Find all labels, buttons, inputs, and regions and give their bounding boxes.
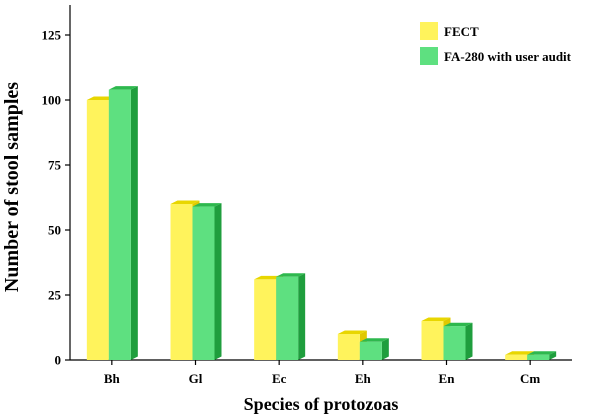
bar-front-fect-bh [86, 100, 109, 360]
y-tick-label-125: 125 [42, 28, 62, 43]
bar-front-fect-ec [254, 279, 277, 360]
bar-fa-280-with-user-audit-bh [108, 86, 138, 360]
axes [69, 5, 572, 361]
bar-front-fa-280-with-user-audit-en [443, 326, 466, 360]
bar-front-fect-eh [337, 334, 360, 360]
y-tick-label-75: 75 [48, 158, 62, 173]
x-tick-label-eh: Eh [355, 371, 372, 386]
bar-top-fect-eh [337, 330, 367, 334]
bar-side-fa-280-with-user-audit-ec [298, 273, 306, 360]
bar-fect-eh [337, 330, 367, 360]
x-tick-label-bh: Bh [104, 371, 121, 386]
legend-swatch-fect [420, 22, 438, 40]
bar-front-fa-280-with-user-audit-ec [276, 276, 299, 360]
bar-top-fa-280-with-user-audit-gl [192, 203, 222, 207]
bar-front-fa-280-with-user-audit-cm [527, 354, 550, 360]
bar-top-fect-bh [86, 96, 116, 100]
bar-front-fa-280-with-user-audit-bh [108, 89, 131, 360]
bars [86, 86, 557, 360]
bar-fa-280-with-user-audit-ec [276, 273, 306, 360]
bar-side-fa-280-with-user-audit-en [465, 322, 473, 360]
legend-swatch-fa-280-with-user-audit [420, 47, 438, 65]
bar-front-fect-cm [505, 354, 528, 360]
y-tick-label-50: 50 [48, 223, 61, 238]
bar-front-fa-280-with-user-audit-eh [359, 341, 382, 360]
y-tick-label-25: 25 [48, 288, 62, 303]
bar-fa-280-with-user-audit-cm [527, 351, 557, 360]
bar-side-fa-280-with-user-audit-cm [549, 351, 557, 360]
x-tick-label-ec: Ec [272, 371, 287, 386]
bar-top-fa-280-with-user-audit-ec [276, 273, 306, 277]
bar-top-fect-en [421, 317, 451, 321]
bar-front-fect-en [421, 321, 444, 360]
bar-front-fa-280-with-user-audit-gl [192, 206, 215, 360]
y-tick-label-100: 100 [42, 93, 62, 108]
bar-front-fect-gl [170, 204, 193, 360]
bar-side-fa-280-with-user-audit-eh [381, 338, 389, 360]
bar-top-fect-gl [170, 200, 200, 204]
bar-fa-280-with-user-audit-eh [359, 338, 389, 360]
bar-side-fa-280-with-user-audit-bh [130, 86, 138, 360]
legend-label-fa-280-with-user-audit: FA-280 with user audit [444, 49, 572, 64]
y-tick-label-0: 0 [55, 353, 62, 368]
bar-top-fa-280-with-user-audit-bh [108, 86, 138, 90]
bar-side-fa-280-with-user-audit-gl [214, 203, 222, 360]
legend-item-fect: FECT [420, 22, 479, 40]
legend: FECT FA-280 with user audit [420, 22, 572, 65]
bar-top-fect-ec [254, 275, 284, 280]
x-tick-label-en: En [439, 371, 456, 386]
legend-label-fect: FECT [444, 24, 479, 39]
bar-top-fa-280-with-user-audit-cm [527, 351, 557, 355]
bar-fa-280-with-user-audit-gl [192, 203, 222, 360]
bar-top-fect-cm [505, 351, 535, 355]
y-axis-title: Number of stool samples [1, 82, 23, 292]
legend-item-fa-280-with-user-audit: FA-280 with user audit [420, 47, 572, 65]
x-axis-title: Species of protozoas [244, 394, 399, 414]
bar-top-fa-280-with-user-audit-en [443, 322, 473, 327]
bar-fa-280-with-user-audit-en [443, 322, 473, 360]
y-ticks: 0 25 50 75 100 125 [42, 28, 70, 368]
x-ticks: Bh Gl Ec Eh En Cm [104, 360, 540, 386]
x-tick-label-gl: Gl [189, 371, 203, 386]
x-tick-label-cm: Cm [520, 371, 540, 386]
bar-top-fa-280-with-user-audit-eh [359, 338, 389, 342]
